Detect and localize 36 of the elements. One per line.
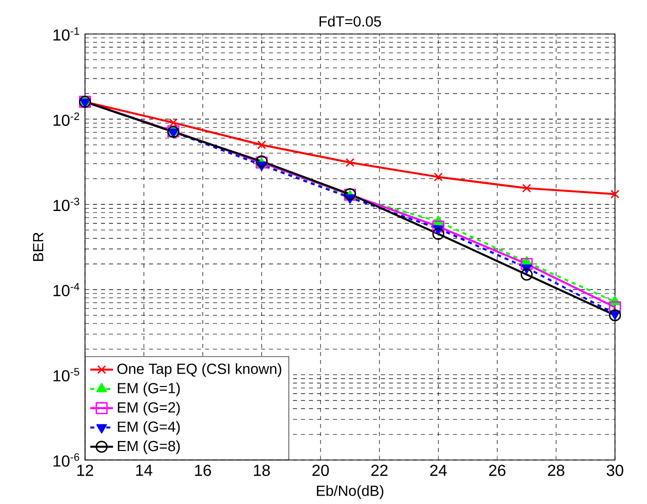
y-tick-label: 10$^{-5}$ bbox=[54, 368, 80, 382]
y-tick-label: 10$^{-4}$ bbox=[54, 282, 80, 296]
point bbox=[168, 118, 178, 128]
y-axis-title: BER bbox=[33, 232, 44, 261]
legend-label: EM (G=8) bbox=[118, 440, 180, 454]
point bbox=[432, 220, 444, 233]
point bbox=[432, 228, 444, 240]
y-tick-label: 10$^{-3}$ bbox=[54, 198, 80, 212]
x-tick-label: 18 bbox=[254, 464, 270, 476]
y-tick-label: 10$^{-6}$ bbox=[54, 453, 80, 467]
x-axis-title: Eb/No(dB) bbox=[316, 485, 384, 499]
point bbox=[168, 128, 179, 138]
x-tick-label: 24 bbox=[430, 464, 447, 476]
legend-label: EM (G=4) bbox=[118, 421, 180, 435]
y-tick-label: 10$^{-2}$ bbox=[54, 112, 80, 126]
x-tick-label: 30 bbox=[606, 464, 624, 476]
point bbox=[610, 190, 620, 199]
x-tick-label: 22 bbox=[371, 464, 388, 476]
legend-label: EM (G=1) bbox=[118, 382, 180, 396]
x-tick-label: 14 bbox=[136, 464, 152, 476]
legend-label: One Tap EQ (CSI known) bbox=[117, 363, 282, 377]
chart-title: FdT=0.05 bbox=[320, 16, 381, 27]
point bbox=[520, 258, 533, 270]
point bbox=[522, 184, 532, 193]
x-tick-label: 20 bbox=[312, 464, 329, 476]
legend-label: EM (G=2) bbox=[118, 402, 180, 416]
point bbox=[434, 172, 443, 182]
point bbox=[346, 158, 354, 167]
y-tick-label: 10$^{-1}$ bbox=[54, 27, 80, 41]
x-tick-label: 26 bbox=[489, 464, 506, 476]
x-tick-label: 16 bbox=[195, 464, 211, 476]
x-tick-label: 12 bbox=[77, 464, 94, 476]
x-tick-label: 28 bbox=[548, 464, 564, 476]
point bbox=[520, 268, 533, 281]
point bbox=[608, 301, 621, 314]
point bbox=[257, 140, 266, 150]
